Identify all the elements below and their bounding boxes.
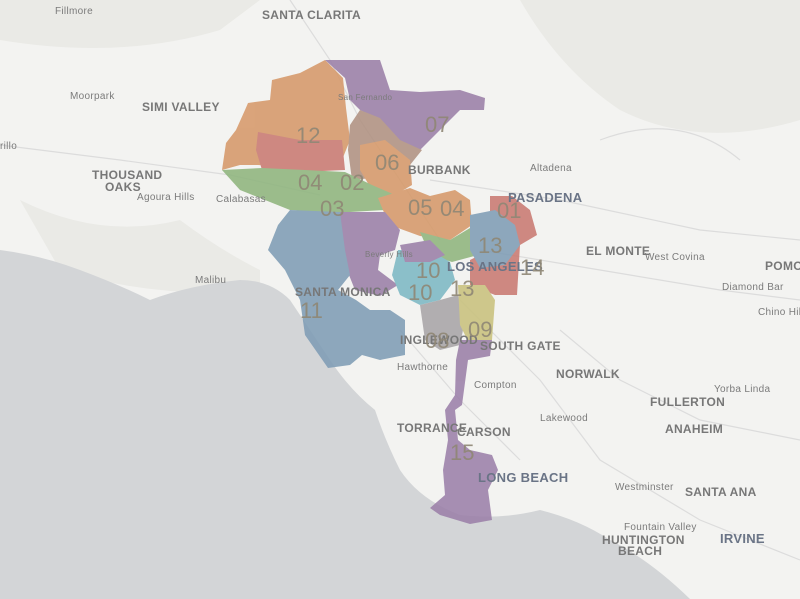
place-burbank: BURBANK [408,163,471,177]
terrain-shading [0,0,800,293]
place-fullerton: FULLERTON [650,395,725,409]
place-inglewood: INGLEWOOD [400,333,478,347]
district-label-02: 02 [340,170,364,195]
district-label-05: 05 [408,195,432,220]
place-westminster: Westminster [615,482,674,493]
place-santa-ana: SANTA ANA [685,485,757,499]
district-label-03: 03 [320,196,344,221]
place-altadena: Altadena [530,163,572,174]
district-label-04: 04 [298,170,322,195]
place-labels: Fillmore SANTA CLARITA Moorpark SIMI VAL… [0,6,800,558]
district-05-b [400,240,445,262]
place-long-beach: LONG BEACH [478,470,568,485]
place-los-angeles: LOS ANGELES [447,259,543,274]
place-simi-valley: SIMI VALLEY [142,100,220,114]
district-12-red [256,132,345,172]
place-moorpark: Moorpark [70,91,115,102]
place-hawthorne: Hawthorne [397,362,448,373]
pacific-ocean [0,250,690,599]
place-diamond-bar: Diamond Bar [722,282,784,293]
place-malibu: Malibu [195,275,226,286]
place-west-covina: West Covina [645,252,705,263]
district-label-07: 07 [425,112,449,137]
place-irvine: IRVINE [720,531,765,546]
place-norwalk: NORWALK [556,367,620,381]
district-09-area [458,285,495,345]
place-huntington-beach-2: BEACH [618,544,662,558]
place-agoura-hills: Agoura Hills [137,192,195,203]
place-fillmore: Fillmore [55,6,93,17]
place-compton: Compton [474,380,517,391]
district-label-13: 13 [478,233,502,258]
district-10-area [392,250,455,305]
district-label-08: 08 [425,328,449,353]
district-label-11: 11 [300,298,323,323]
district-label-10: 10 [416,258,440,283]
place-lakewood: Lakewood [540,413,588,424]
place-huntington-beach-1: HUNTINGTON [602,533,685,547]
place-pomona: POMON [765,259,800,273]
place-beverly-hills: Beverly Hills [365,250,413,259]
district-labels: 07 12 06 04 02 03 05 01 13 14 10 11 08 0… [296,112,544,465]
district-11-area [268,210,350,300]
district-05-area [335,212,400,296]
district-label-06: 06 [375,150,399,175]
district-04-area [222,168,420,212]
place-santa-clarita: SANTA CLARITA [262,8,361,22]
district-02-small [360,140,412,195]
district-label-13b: 13 [450,276,474,301]
place-calabasas: Calabasas [216,194,266,205]
place-thousand-oaks-2: OAKS [105,180,141,194]
district-11-coast [300,290,405,368]
district-label-15: 15 [450,440,474,465]
place-rillo: rillo [0,141,17,152]
district-13-area [470,210,520,268]
district-label-09: 09 [468,317,492,342]
district-02-area [378,188,472,240]
district-label-14: 14 [520,255,544,280]
place-torrance: TORRANCE [397,421,467,435]
place-pasadena: PASADENA [508,190,583,205]
place-san-fernando: San Fernando [338,93,393,102]
place-south-gate: SOUTH GATE [480,339,561,353]
district-label-10b: 10 [408,280,432,305]
place-thousand-oaks-1: THOUSAND [92,168,162,182]
district-label-01: 01 [497,198,521,223]
place-chino-hills: Chino Hill [758,307,800,318]
place-el-monte: EL MONTE [586,244,650,258]
council-districts [222,60,537,524]
place-anaheim: ANAHEIM [665,422,723,436]
district-15-area [430,340,498,524]
district-label-04b: 04 [440,196,464,221]
place-yorba-linda: Yorba Linda [714,384,770,395]
district-08-area [420,295,465,350]
place-fountain-valley: Fountain Valley [624,522,697,533]
place-santa-monica: SANTA MONICA [295,285,391,299]
place-carson: CARSON [457,425,511,439]
district-label-12: 12 [296,123,320,148]
district-07-area [325,60,485,150]
